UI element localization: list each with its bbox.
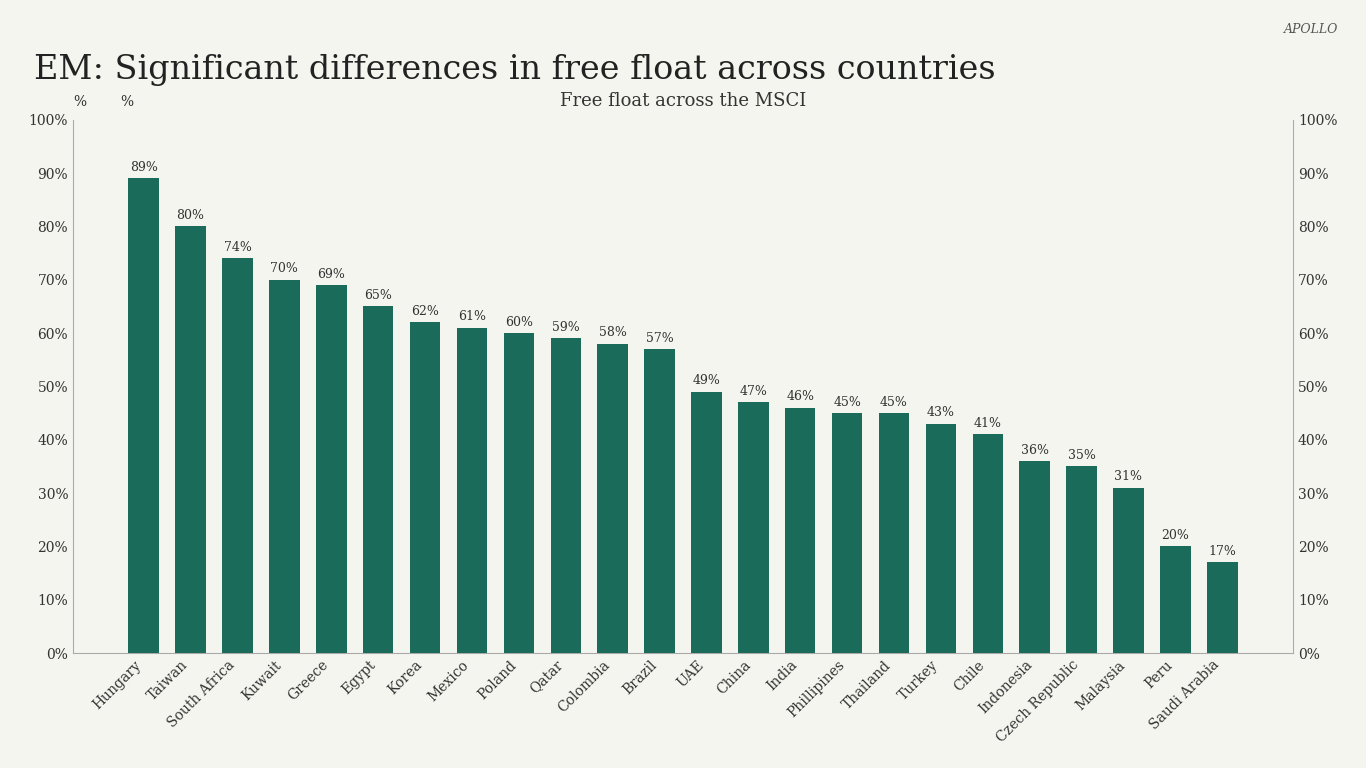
Text: 59%: 59% bbox=[552, 321, 579, 334]
Bar bbox=[1160, 546, 1191, 653]
Text: 62%: 62% bbox=[411, 305, 438, 318]
Bar bbox=[363, 306, 393, 653]
Text: 35%: 35% bbox=[1068, 449, 1096, 462]
Text: 69%: 69% bbox=[317, 268, 346, 281]
Text: %: % bbox=[120, 95, 134, 109]
Bar bbox=[1067, 466, 1097, 653]
Text: %: % bbox=[72, 95, 86, 109]
Bar bbox=[738, 402, 769, 653]
Bar bbox=[504, 333, 534, 653]
Bar bbox=[597, 344, 628, 653]
Text: 89%: 89% bbox=[130, 161, 157, 174]
Text: 61%: 61% bbox=[458, 310, 486, 323]
Text: 74%: 74% bbox=[224, 241, 251, 254]
Text: 65%: 65% bbox=[365, 289, 392, 302]
Text: 47%: 47% bbox=[739, 385, 768, 398]
Bar bbox=[1019, 461, 1050, 653]
Bar bbox=[691, 392, 721, 653]
Text: EM: Significant differences in free float across countries: EM: Significant differences in free floa… bbox=[34, 54, 996, 86]
Bar bbox=[316, 285, 347, 653]
Bar bbox=[878, 413, 910, 653]
Bar bbox=[973, 435, 1003, 653]
Text: 70%: 70% bbox=[270, 263, 298, 276]
Text: APOLLO: APOLLO bbox=[1284, 23, 1339, 36]
Text: 20%: 20% bbox=[1161, 529, 1190, 542]
Text: 45%: 45% bbox=[833, 396, 861, 409]
Text: 80%: 80% bbox=[176, 209, 205, 222]
Bar bbox=[175, 227, 206, 653]
Bar bbox=[785, 408, 816, 653]
Bar bbox=[832, 413, 862, 653]
Text: 46%: 46% bbox=[787, 390, 814, 403]
Text: 41%: 41% bbox=[974, 417, 1001, 430]
Text: 36%: 36% bbox=[1020, 444, 1049, 457]
Text: 45%: 45% bbox=[880, 396, 908, 409]
Text: 31%: 31% bbox=[1115, 471, 1142, 483]
Text: 57%: 57% bbox=[646, 332, 673, 345]
Bar bbox=[128, 178, 158, 653]
Text: 58%: 58% bbox=[598, 326, 627, 339]
Bar bbox=[223, 258, 253, 653]
Bar bbox=[1113, 488, 1143, 653]
Bar bbox=[410, 323, 440, 653]
Text: 43%: 43% bbox=[928, 406, 955, 419]
Text: 60%: 60% bbox=[505, 316, 533, 329]
Bar bbox=[926, 424, 956, 653]
Title: Free float across the MSCI: Free float across the MSCI bbox=[560, 92, 806, 110]
Bar bbox=[1208, 562, 1238, 653]
Bar bbox=[456, 328, 488, 653]
Bar bbox=[269, 280, 299, 653]
Text: 49%: 49% bbox=[693, 375, 720, 387]
Text: 17%: 17% bbox=[1209, 545, 1236, 558]
Bar bbox=[550, 339, 581, 653]
Bar bbox=[645, 349, 675, 653]
